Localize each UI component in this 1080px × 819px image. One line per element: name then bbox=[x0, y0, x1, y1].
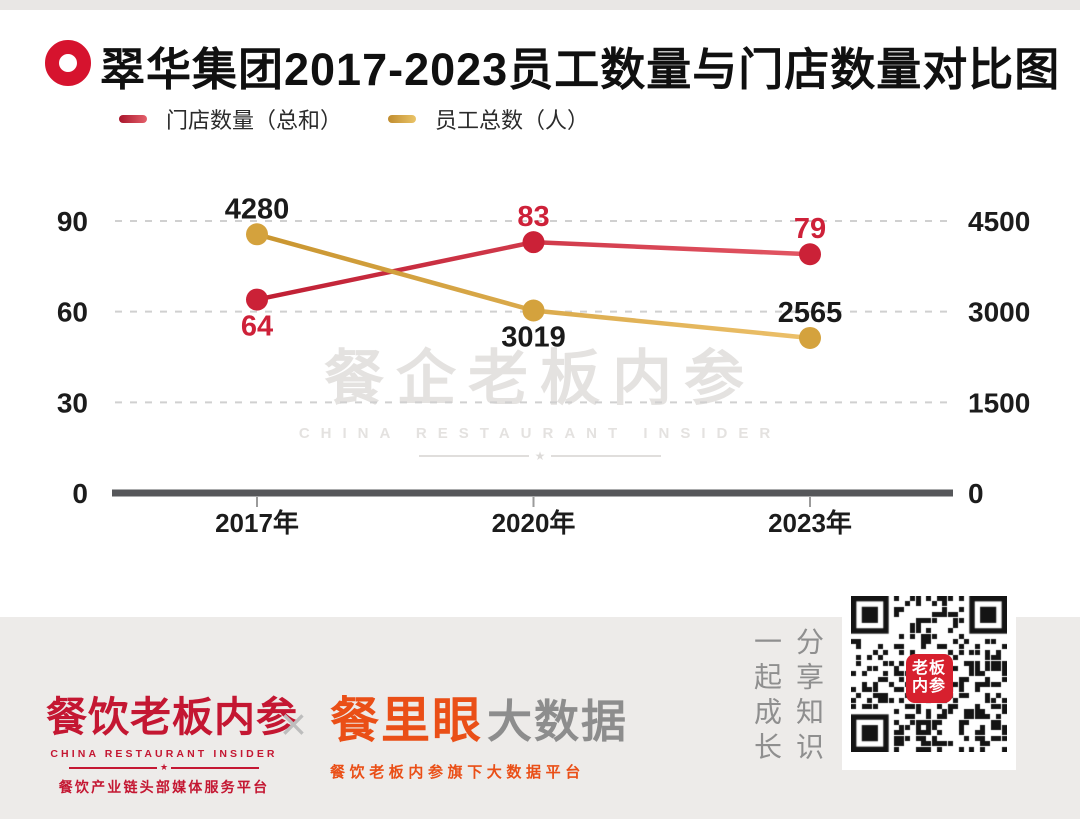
chart-legend: 门店数量（总和） 员工总数（人） bbox=[119, 103, 589, 135]
qr-center-logo: 老板 内参 bbox=[905, 653, 953, 703]
divider-line bbox=[171, 766, 260, 769]
legend-marker-stores bbox=[119, 115, 147, 123]
right-axis-tick-label: 1500 bbox=[968, 387, 1030, 418]
data-value-label: 79 bbox=[794, 213, 826, 245]
star-icon: ★ bbox=[534, 449, 546, 463]
brand-canliyan-name: 餐里眼 bbox=[330, 694, 484, 748]
left-axis-tick-label: 0 bbox=[72, 478, 88, 509]
page-title: 翠华集团2017-2023员工数量与门店数量对比图 bbox=[100, 44, 1061, 95]
divider-line bbox=[68, 766, 157, 769]
divider-line bbox=[551, 455, 662, 457]
brand-canliyan-tagline: 餐饮老板内参旗下大数据平台 bbox=[330, 764, 585, 781]
multiply-separator: × bbox=[280, 698, 307, 750]
brand-canliyan-suffix: 大数据 bbox=[487, 696, 629, 747]
legend-label-employees: 员工总数（人） bbox=[435, 108, 590, 133]
brand-cri-name: 餐饮老板内参 bbox=[46, 694, 298, 740]
watermark-en-text: CHINA RESTAURANT INSIDER bbox=[298, 425, 782, 442]
data-point bbox=[799, 326, 821, 349]
x-axis-category-label: 2017年 bbox=[215, 508, 299, 538]
brand-canliyan-logo: 餐里眼 大数据 餐饮老板内参旗下大数据平台 bbox=[330, 681, 628, 782]
qr-code: 老板 内参 bbox=[842, 586, 1016, 770]
series-line-1 bbox=[254, 232, 813, 341]
x-axis-category-label: 2023年 bbox=[768, 508, 852, 538]
data-point bbox=[246, 288, 268, 311]
watermark-cn-text: 餐企老板内参 bbox=[324, 345, 756, 412]
red-donut-icon bbox=[45, 40, 91, 86]
brand-cri-tagline: 餐饮产业链头部媒体服务平台 bbox=[58, 779, 270, 795]
qr-logo-wrap: 老板 内参 bbox=[842, 586, 1016, 770]
right-axis-tick-label: 4500 bbox=[968, 206, 1030, 237]
watermark-star-divider: ★ bbox=[290, 449, 790, 463]
top-edge-strip bbox=[0, 0, 1080, 10]
legend-item-employees: 员工总数（人） bbox=[388, 103, 589, 135]
data-value-label: 4280 bbox=[225, 193, 290, 225]
brand-cri-star-divider: ★ bbox=[46, 762, 282, 773]
brand-canliyan-name-row: 餐里眼 大数据 bbox=[330, 681, 628, 752]
star-icon: ★ bbox=[159, 762, 169, 772]
legend-marker-employees bbox=[388, 115, 417, 123]
data-point bbox=[799, 243, 821, 266]
data-point bbox=[522, 299, 545, 322]
divider-line bbox=[418, 455, 529, 457]
slogan-grow-together: 一起成长 bbox=[751, 627, 782, 767]
slogan-share-knowledge: 分享知识 bbox=[793, 627, 824, 767]
watermark: 餐企老板内参 CHINA RESTAURANT INSIDER ★ bbox=[290, 330, 790, 463]
left-axis-tick-label: 60 bbox=[57, 297, 88, 328]
left-axis-tick-label: 90 bbox=[57, 206, 88, 237]
data-point bbox=[246, 223, 268, 246]
legend-item-stores: 门店数量（总和） bbox=[119, 103, 342, 135]
brand-cri-english: CHINA RESTAURANT INSIDER bbox=[50, 748, 278, 760]
data-value-label: 83 bbox=[517, 201, 549, 233]
qr-logo-line1: 老板 bbox=[911, 659, 946, 677]
qr-logo-line2: 内参 bbox=[911, 678, 946, 695]
data-value-label: 2565 bbox=[778, 297, 843, 329]
right-axis-tick-label: 3000 bbox=[968, 297, 1030, 328]
legend-label-stores: 门店数量（总和） bbox=[166, 108, 343, 133]
brand-cri-logo: 餐饮老板内参 CHINA RESTAURANT INSIDER ★ 餐饮产业链头… bbox=[46, 683, 298, 797]
left-axis-tick-label: 30 bbox=[57, 387, 88, 418]
x-axis-category-label: 2020年 bbox=[492, 508, 576, 538]
series-line-0 bbox=[254, 239, 813, 302]
data-value-label: 64 bbox=[241, 311, 273, 343]
data-point bbox=[522, 231, 545, 254]
right-axis-tick-label: 0 bbox=[968, 478, 984, 509]
